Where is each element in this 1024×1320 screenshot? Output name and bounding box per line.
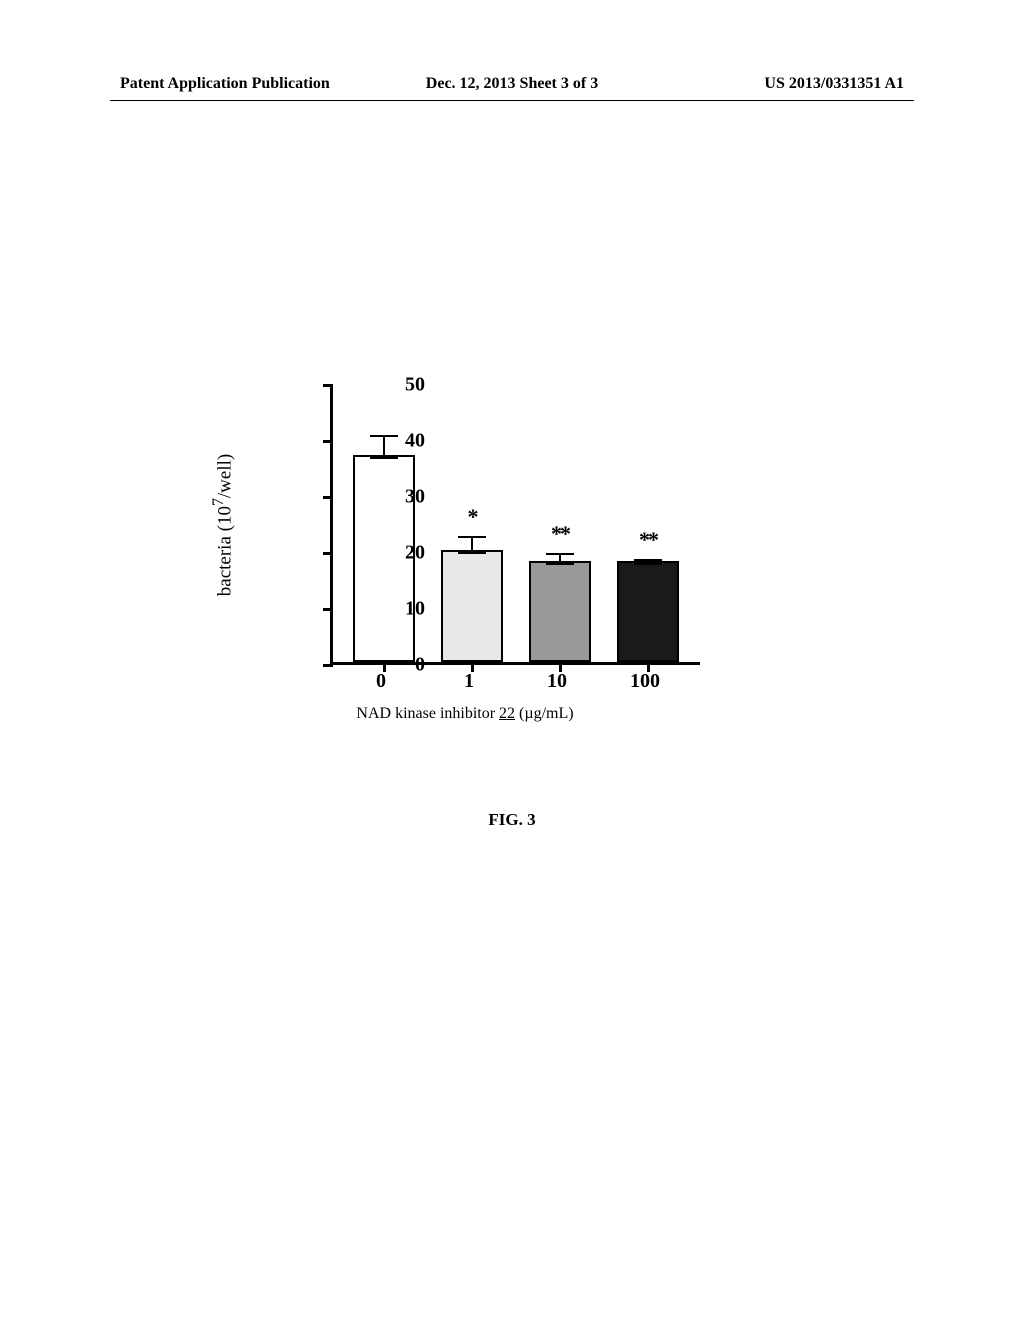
error-bar-cap (458, 536, 486, 538)
chart-bar (617, 561, 679, 662)
header-left: Patent Application Publication (120, 75, 330, 93)
y-tick-label: 10 (385, 598, 425, 621)
y-tick (323, 440, 333, 443)
figure-label: FIG. 3 (488, 810, 535, 830)
error-bar-cap (546, 563, 574, 565)
y-tick-label: 20 (385, 542, 425, 565)
error-bar (471, 536, 473, 553)
x-tick-label: 100 (630, 670, 660, 693)
bar-chart: bacteria (107/well) ***** NAD kinase inh… (225, 370, 705, 740)
chart-bar (529, 561, 591, 662)
error-bar-cap (370, 457, 398, 459)
y-tick (323, 552, 333, 555)
page-header: Patent Application Publication Dec. 12, … (0, 75, 1024, 93)
chart-bar (441, 550, 503, 662)
x-axis-label: NAD kinase inhibitor 22 (µg/mL) (356, 705, 573, 723)
x-tick-label: 0 (376, 670, 386, 693)
y-tick (323, 608, 333, 611)
y-tick-label: 40 (385, 430, 425, 453)
x-tick-label: 1 (464, 670, 474, 693)
significance-marker: * (468, 504, 477, 530)
error-bar-cap (546, 553, 574, 555)
header-right: US 2013/0331351 A1 (764, 75, 904, 93)
y-axis-label: bacteria (107/well) (210, 454, 236, 596)
error-bar-cap (634, 559, 662, 561)
header-rule (110, 100, 914, 101)
error-bar-cap (458, 552, 486, 554)
y-tick (323, 384, 333, 387)
x-tick-label: 10 (547, 670, 567, 693)
error-bar-cap (634, 563, 662, 565)
y-tick-label: 0 (385, 654, 425, 677)
y-tick-label: 30 (385, 486, 425, 509)
significance-marker: ** (639, 527, 657, 553)
significance-marker: ** (551, 521, 569, 547)
y-tick (323, 496, 333, 499)
y-tick (323, 664, 333, 667)
plot-area: ***** (330, 385, 700, 665)
header-center: Dec. 12, 2013 Sheet 3 of 3 (426, 75, 598, 93)
y-tick-label: 50 (385, 374, 425, 397)
